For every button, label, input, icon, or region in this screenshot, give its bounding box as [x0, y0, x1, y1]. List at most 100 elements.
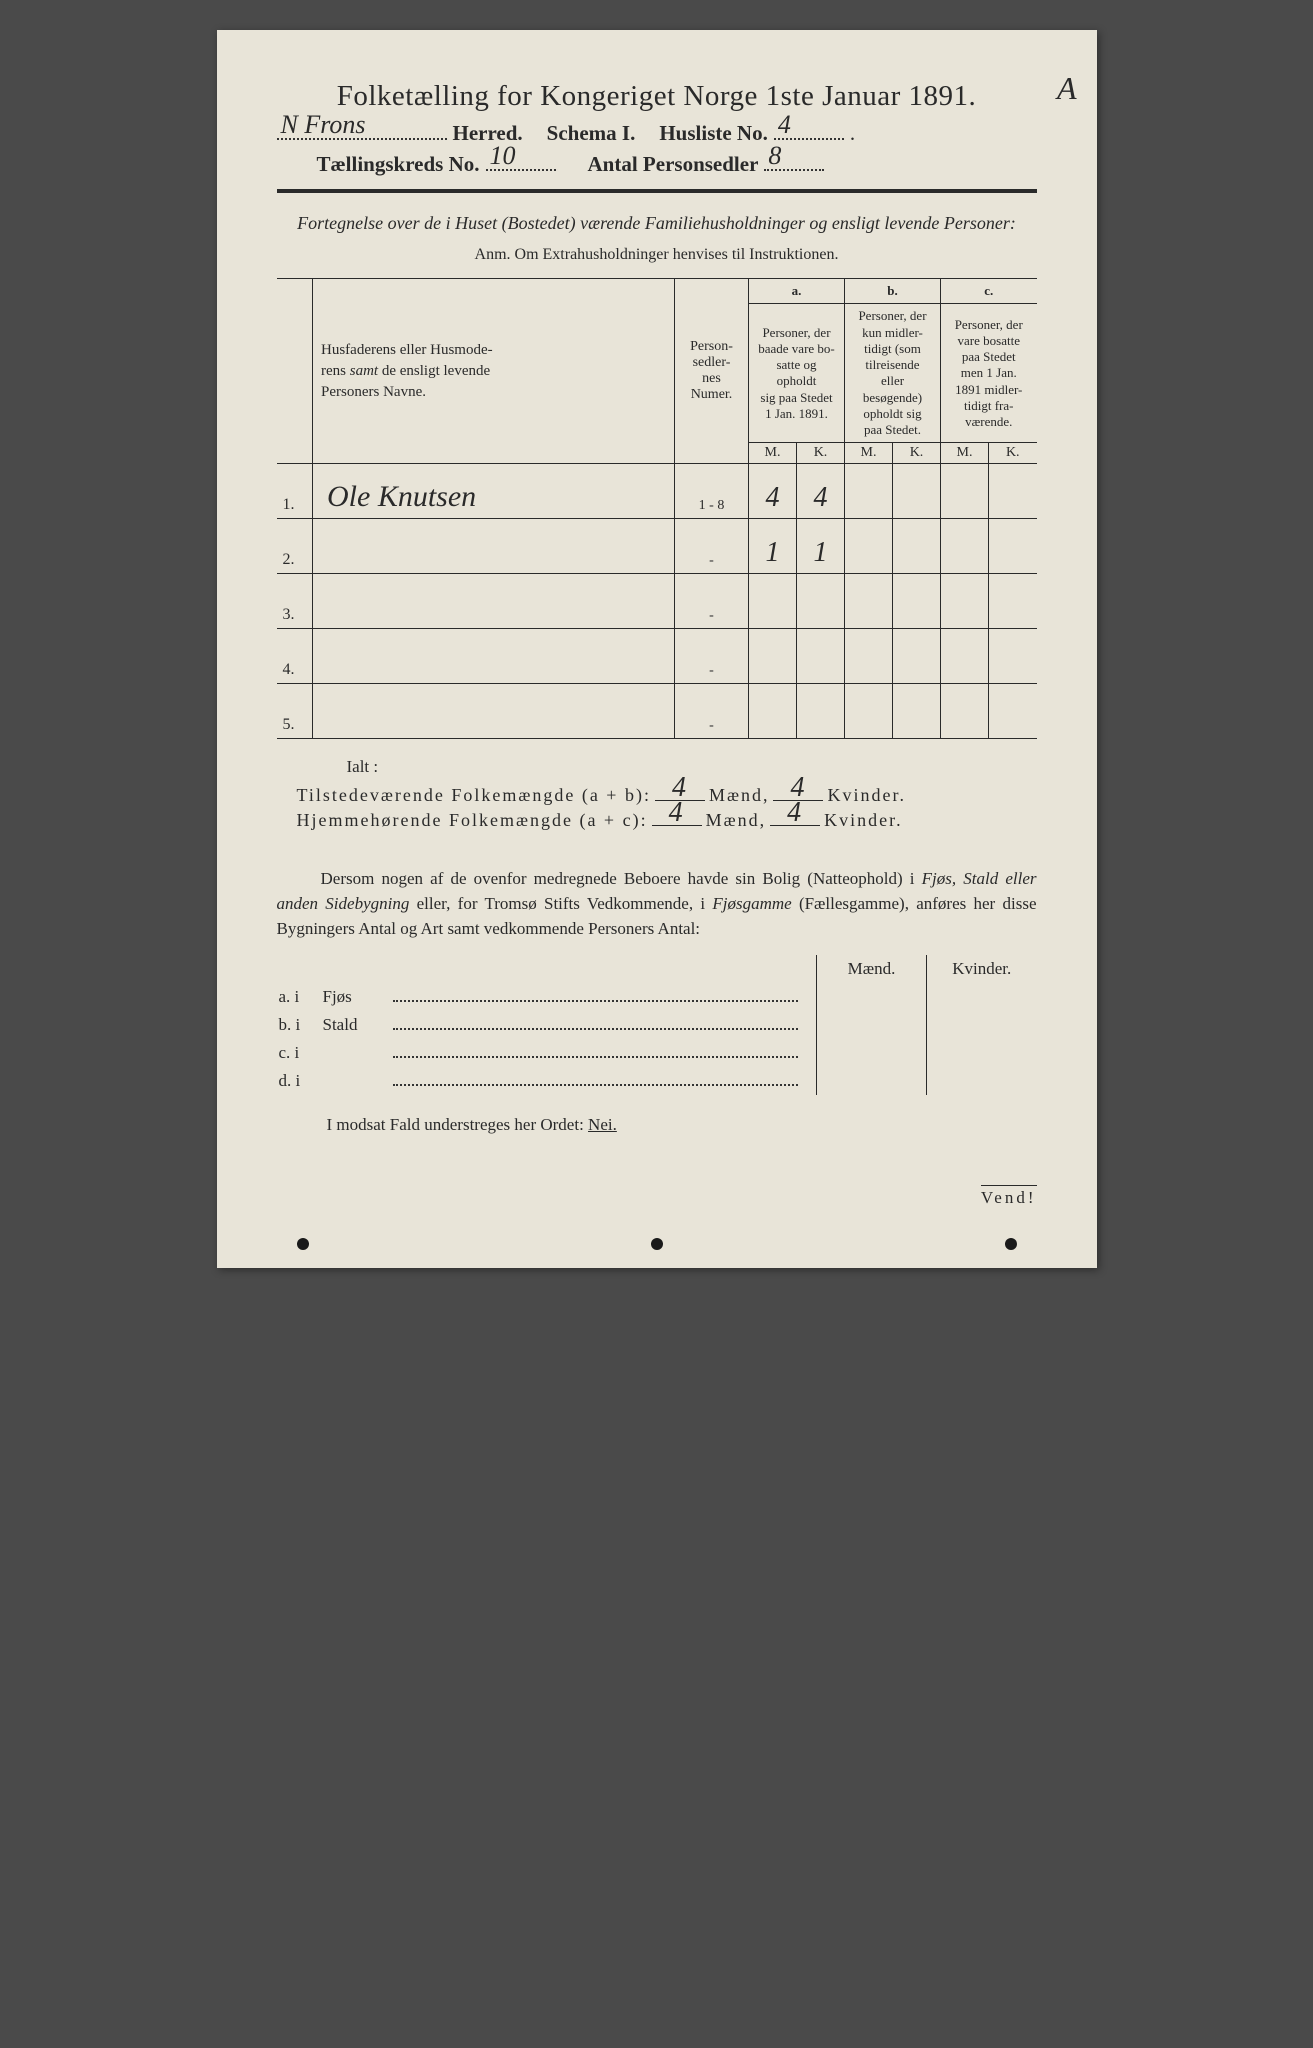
row-b-k — [893, 464, 941, 519]
sum-maend: Mænd, — [709, 785, 770, 806]
row-a-m — [749, 574, 797, 629]
kreds-value: 10 — [490, 141, 516, 171]
schema-label: Schema I. — [547, 121, 636, 145]
row-c-k — [989, 574, 1037, 629]
main-table: Husfaderens eller Husmode-rens samt de e… — [277, 278, 1037, 739]
col-c-header: c. — [941, 279, 1037, 304]
b-m: M. — [845, 443, 893, 464]
bld-m — [817, 1039, 927, 1067]
ialt-label: Ialt : — [347, 757, 1037, 777]
sum-maend2: Mænd, — [706, 810, 767, 831]
col-b-desc: Personer, derkun midler-tidigt (somtilre… — [845, 304, 941, 443]
a-k: K. — [797, 443, 845, 464]
col-rownum — [277, 279, 313, 464]
row-b-k — [893, 629, 941, 684]
col1-text: Husfaderens eller Husmode-rens samt de e… — [321, 342, 493, 400]
row-c-m — [941, 574, 989, 629]
col-name-header: Husfaderens eller Husmode-rens samt de e… — [313, 279, 675, 464]
building-row: c. i — [277, 1039, 1037, 1067]
binder-hole — [651, 1238, 663, 1250]
row-a-k — [797, 574, 845, 629]
sum2-label: Hjemmehørende Folkemængde (a + c): — [297, 810, 648, 831]
bld-k — [927, 1067, 1037, 1095]
building-row: b. iStald — [277, 1011, 1037, 1039]
row-c-m — [941, 519, 989, 574]
table-row: 3. - — [277, 574, 1037, 629]
row-b-k — [893, 574, 941, 629]
row-a-m: 1 — [749, 519, 797, 574]
sum-kvinder: Kvinder. — [827, 785, 906, 806]
main-title: Folketælling for Kongeriget Norge 1ste J… — [277, 80, 1037, 113]
subtitle: Fortegnelse over de i Huset (Bostedet) v… — [277, 211, 1037, 236]
anm-note: Anm. Om Extrahusholdninger henvises til … — [277, 246, 1037, 264]
bld-label: b. iStald — [277, 1011, 817, 1039]
bld-m — [817, 1011, 927, 1039]
row-number: 3. — [277, 574, 313, 629]
row-c-m — [941, 629, 989, 684]
husliste-value: 4 — [778, 110, 791, 140]
row-name — [313, 574, 675, 629]
thick-rule — [277, 189, 1037, 193]
row-c-m — [941, 684, 989, 739]
nei-line: I modsat Fald understreges her Ordet: Ne… — [327, 1115, 1037, 1135]
col-a-desc: Personer, derbaade vare bo-satte og opho… — [749, 304, 845, 443]
bld-maend: Mænd. — [817, 955, 927, 983]
bld-kvinder: Kvinder. — [927, 955, 1037, 983]
antal-value: 8 — [768, 141, 781, 171]
nei-word: Nei. — [588, 1115, 617, 1134]
row-b-m — [845, 464, 893, 519]
row-a-k — [797, 684, 845, 739]
bld-k — [927, 1011, 1037, 1039]
row-b-m — [845, 684, 893, 739]
row-numer: - — [675, 629, 749, 684]
row-numer: 1 - 8 — [675, 464, 749, 519]
building-table: Mænd. Kvinder. a. iFjøsb. iStaldc. id. i — [277, 955, 1037, 1095]
row-numer: - — [675, 574, 749, 629]
bld-label: a. iFjøs — [277, 983, 817, 1011]
c-k: K. — [989, 443, 1037, 464]
row-a-k — [797, 629, 845, 684]
row-a-m: 4 — [749, 464, 797, 519]
row-name: Ole Knutsen — [313, 464, 675, 519]
building-row: d. i — [277, 1067, 1037, 1095]
row-c-m — [941, 464, 989, 519]
bld-k — [927, 1039, 1037, 1067]
row-name — [313, 684, 675, 739]
binder-hole — [297, 1238, 309, 1250]
row-c-k — [989, 629, 1037, 684]
bld-k — [927, 983, 1037, 1011]
row-number: 5. — [277, 684, 313, 739]
census-document: A Folketælling for Kongeriget Norge 1ste… — [217, 30, 1097, 1268]
row-b-m — [845, 629, 893, 684]
row-number: 2. — [277, 519, 313, 574]
summary-line-1: Tilstedeværende Folkemængde (a + b): 4 M… — [297, 785, 1037, 806]
c-m: M. — [941, 443, 989, 464]
row-c-k — [989, 684, 1037, 739]
header-line-1: N Frons Herred. Schema I. Husliste No. 4… — [277, 121, 1037, 146]
header-line-2: Tællingskreds No. 10 Antal Personsedler … — [277, 152, 1037, 177]
sum2-m: 4 — [669, 797, 685, 829]
row-a-m — [749, 684, 797, 739]
row-number: 4. — [277, 629, 313, 684]
row-numer: - — [675, 684, 749, 739]
b-k: K. — [893, 443, 941, 464]
col-a-header: a. — [749, 279, 845, 304]
row-a-k: 4 — [797, 464, 845, 519]
row-number: 1. — [277, 464, 313, 519]
row-b-k — [893, 684, 941, 739]
row-b-m — [845, 519, 893, 574]
table-row: 4. - — [277, 629, 1037, 684]
row-name — [313, 629, 675, 684]
bld-m — [817, 983, 927, 1011]
col-numer-header: Person-sedler-nesNumer. — [675, 279, 749, 464]
row-name — [313, 519, 675, 574]
row-numer: - — [675, 519, 749, 574]
bld-label: d. i — [277, 1067, 817, 1095]
building-row: a. iFjøs — [277, 983, 1037, 1011]
antal-label: Antal Personsedler — [588, 152, 759, 176]
table-row: 5. - — [277, 684, 1037, 739]
row-a-m — [749, 629, 797, 684]
table-row: 2.-11 — [277, 519, 1037, 574]
margin-mark-a: A — [1057, 70, 1077, 107]
row-b-k — [893, 519, 941, 574]
